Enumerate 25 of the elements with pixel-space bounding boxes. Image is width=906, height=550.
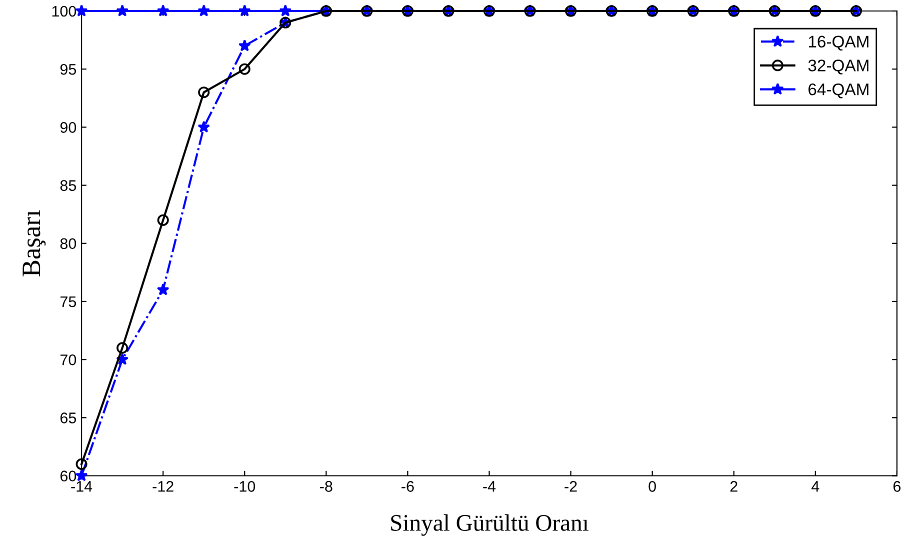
y-tick-label: 60	[60, 470, 76, 482]
x-tick-label: 2	[730, 481, 738, 492]
y-axis-title: Başarı	[22, 210, 46, 276]
y-tick-label: 100	[52, 6, 76, 17]
x-tick-label: -8	[320, 481, 332, 492]
x-tick-label: 4	[812, 481, 820, 492]
x-tick-label: 6	[893, 481, 901, 492]
y-tick-label: 75	[60, 296, 76, 308]
legend-label: 16-QAM	[808, 36, 868, 51]
x-tick-label: -12	[152, 481, 174, 492]
y-tick-label: 65	[60, 412, 76, 424]
legend-label: 64-QAM	[808, 83, 868, 98]
x-tick-label: -4	[483, 481, 496, 492]
legend-label: 32-QAM	[808, 60, 868, 74]
x-tick-label: -6	[402, 481, 414, 492]
x-tick-label: -10	[234, 481, 256, 492]
x-axis-title: Sinyal Gürültü Oranı	[391, 514, 588, 536]
y-tick-label: 85	[60, 180, 76, 191]
x-tick-label: -14	[71, 481, 92, 492]
x-tick-label: 0	[648, 481, 656, 492]
x-tick-label: -2	[564, 481, 577, 492]
y-tick-label: 90	[60, 122, 76, 133]
y-tick-label: 70	[60, 354, 76, 366]
y-tick-label: 80	[60, 238, 76, 250]
y-tick-label: 95	[60, 64, 76, 75]
